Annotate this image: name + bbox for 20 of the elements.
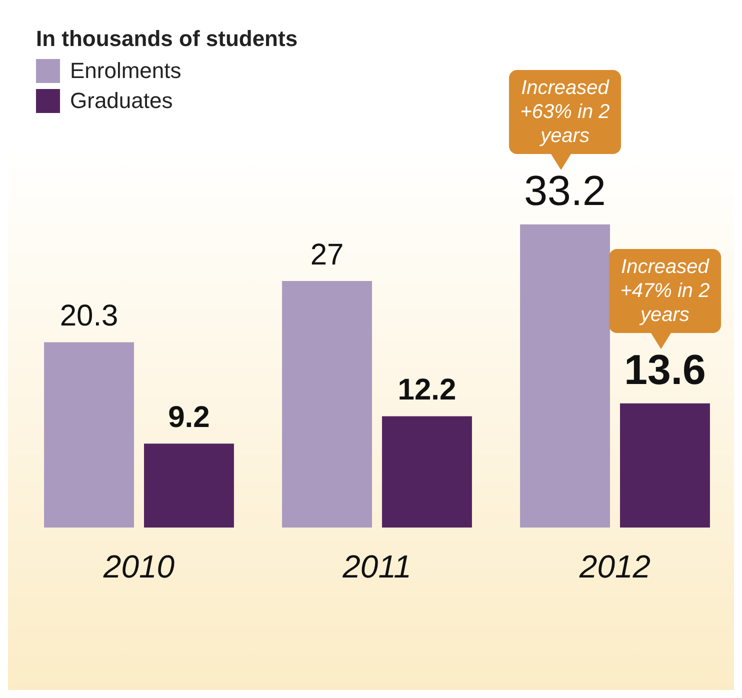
data-label: 33.2 (524, 167, 606, 214)
data-label: 13.6 (624, 346, 706, 393)
x-tick-label: 2010 (102, 548, 175, 585)
data-label: 20.3 (60, 300, 118, 332)
legend-label: Graduates (70, 88, 173, 114)
bar (144, 444, 234, 528)
data-label: 12.2 (398, 373, 456, 406)
bar (620, 403, 710, 528)
legend-title: In thousands of students (36, 26, 298, 52)
data-label: 27 (310, 238, 344, 272)
legend-label: Enrolments (70, 58, 182, 84)
text: Increased +63% in 2 years (509, 70, 622, 154)
data-label: 9.2 (168, 400, 210, 434)
bar (282, 281, 372, 528)
bar (382, 416, 472, 528)
annotation: Increased +47% in 2 years (608, 249, 721, 334)
x-tick-label: 2011 (342, 548, 412, 585)
x-tick-label: 2012 (578, 548, 651, 585)
bar (520, 224, 610, 528)
bar (44, 342, 134, 528)
